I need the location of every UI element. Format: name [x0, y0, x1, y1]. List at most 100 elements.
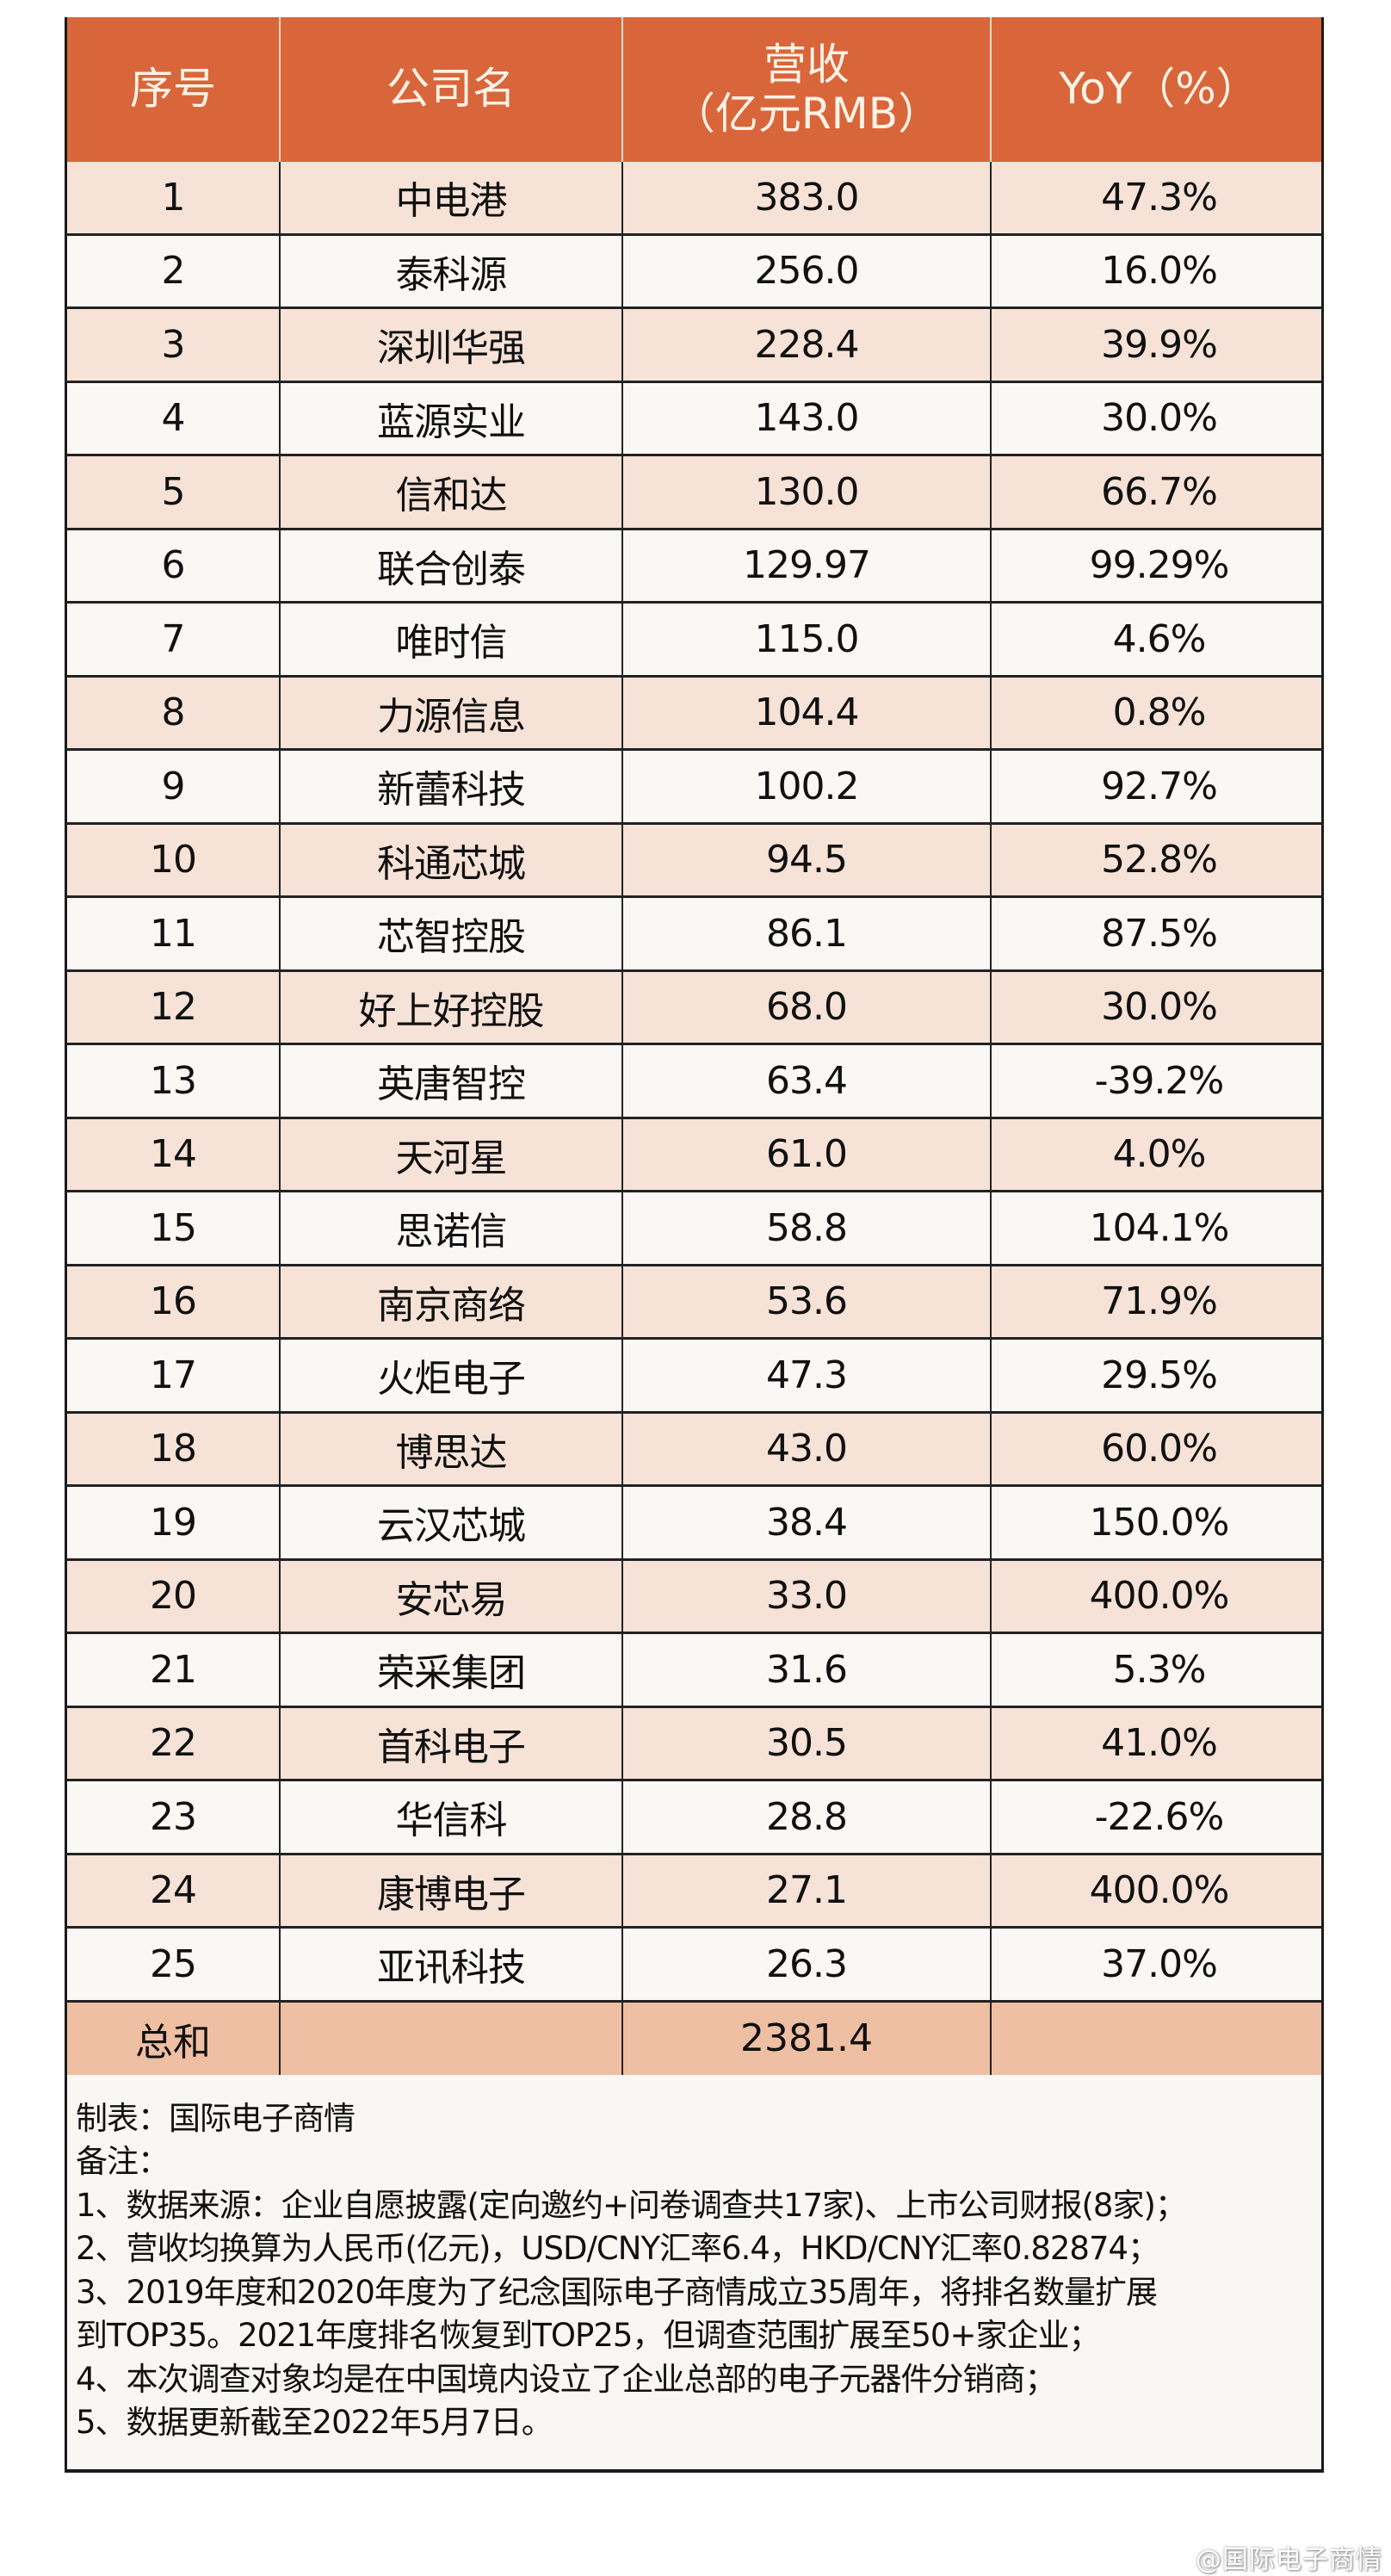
- company-cell: 天河星: [281, 1118, 623, 1190]
- rank-cell: 4: [67, 382, 281, 454]
- revenue-cell: 63.4: [623, 1045, 992, 1117]
- revenue-cell: 256.0: [623, 235, 992, 307]
- yoy-cell: 60.0%: [1101, 1427, 1218, 1471]
- note-item-1: 1、数据来源：企业自愿披露(定向邀约+问卷调查共17家)、上市公司财报(8家)；: [76, 2186, 1187, 2224]
- table-row: 19 云汉芯城 38.4 150.0%: [65, 1487, 1324, 1561]
- header-revenue-title: 营收: [764, 39, 850, 90]
- table-row: 14 天河星 61.0 4.0%: [65, 1118, 1324, 1192]
- revenue-cell: 104.4: [623, 677, 992, 748]
- revenue-cell: 58.8: [623, 1192, 992, 1264]
- table-row: 2 泰科源 256.0 16.0%: [65, 235, 1324, 309]
- yoy-cell: 66.7%: [1101, 469, 1218, 514]
- yoy-cell: 150.0%: [1089, 1500, 1230, 1545]
- note-item-3: 3、2019年度和2020年度为了纪念国际电子商情成立35周年，将排名数量扩展: [76, 2273, 1158, 2311]
- table-row: 4 蓝源实业 143.0 30.0%: [65, 382, 1324, 456]
- company-cell: 博思达: [281, 1413, 623, 1484]
- header-rank: 序号: [67, 17, 281, 162]
- note-item-5: 5、数据更新截至2022年5月7日。: [76, 2404, 553, 2441]
- yoy-cell: 16.0%: [1101, 249, 1218, 294]
- yoy-cell: 52.8%: [1101, 838, 1218, 882]
- rank-cell: 14: [67, 1118, 281, 1190]
- company-cell: 科通芯城: [281, 824, 623, 895]
- company-cell: 泰科源: [281, 235, 623, 307]
- table-row: 13 英唐智控 63.4 -39.2%: [65, 1045, 1324, 1119]
- table-row: 25 亚讯科技 26.3 37.0%: [65, 1929, 1324, 2003]
- yoy-cell: 99.29%: [1089, 543, 1230, 588]
- yoy-cell: 0.8%: [1112, 690, 1207, 735]
- remarks-label: 备注：: [76, 2143, 170, 2180]
- yoy-cell: 104.1%: [1089, 1205, 1230, 1250]
- table-row: 22 首科电子 30.5 41.0%: [65, 1707, 1324, 1781]
- revenue-cell: 86.1: [623, 898, 992, 969]
- company-cell: 唯时信: [281, 604, 623, 675]
- table-row: 9 新蕾科技 100.2 92.7%: [65, 751, 1324, 825]
- revenue-cell: 130.0: [623, 456, 992, 528]
- rank-cell: 24: [67, 1855, 281, 1926]
- company-cell: 信和达: [281, 456, 623, 528]
- rank-cell: 6: [67, 529, 281, 601]
- watermark: @国际电子商情: [1196, 2545, 1382, 2575]
- yoy-cell: -39.2%: [1094, 1058, 1225, 1103]
- yoy-cell: 41.0%: [1101, 1721, 1218, 1766]
- total-company: [281, 2002, 623, 2075]
- rank-cell: 1: [67, 162, 281, 233]
- rank-cell: 10: [67, 824, 281, 895]
- company-cell: 火炬电子: [281, 1340, 623, 1411]
- table-row: 18 博思达 43.0 60.0%: [65, 1413, 1324, 1487]
- rank-cell: 25: [67, 1929, 281, 2000]
- table-row: 15 思诺信 58.8 104.1%: [65, 1192, 1324, 1266]
- company-cell: 亚讯科技: [281, 1929, 623, 2000]
- company-cell: 中电港: [281, 162, 623, 233]
- header-revenue: 营收 （亿元RMB）: [623, 17, 992, 162]
- rank-cell: 17: [67, 1340, 281, 1411]
- revenue-cell: 30.5: [623, 1707, 992, 1779]
- yoy-cell: 47.3%: [1101, 175, 1218, 220]
- company-cell: 芯智控股: [281, 898, 623, 969]
- revenue-cell: 100.2: [623, 751, 992, 822]
- revenue-cell: 33.0: [623, 1560, 992, 1632]
- rank-cell: 8: [67, 677, 281, 748]
- note-item-4: 4、本次调查对象均是在中国境内设立了企业总部的电子元器件分销商；: [76, 2360, 1057, 2398]
- yoy-cell: 92.7%: [1101, 764, 1218, 808]
- yoy-cell: 30.0%: [1101, 985, 1218, 1030]
- yoy-cell: 71.9%: [1101, 1279, 1218, 1324]
- yoy-cell: -22.6%: [1094, 1794, 1225, 1839]
- revenue-cell: 38.4: [623, 1487, 992, 1558]
- table-row: 21 荣采集团 31.6 5.3%: [65, 1634, 1324, 1708]
- revenue-cell: 28.8: [623, 1781, 992, 1853]
- revenue-cell: 143.0: [623, 382, 992, 454]
- yoy-cell: 30.0%: [1101, 396, 1218, 441]
- revenue-cell: 61.0: [623, 1118, 992, 1190]
- rank-cell: 19: [67, 1487, 281, 1558]
- table-row: 11 芯智控股 86.1 87.5%: [65, 898, 1324, 972]
- total-yoy: [992, 2003, 1326, 2075]
- table-row: 20 安芯易 33.0 400.0%: [65, 1560, 1324, 1634]
- company-cell: 力源信息: [281, 677, 623, 748]
- yoy-cell: 87.5%: [1101, 911, 1218, 956]
- company-cell: 深圳华强: [281, 309, 623, 381]
- revenue-cell: 68.0: [623, 971, 992, 1043]
- made-by: 制表：国际电子商情: [76, 2099, 355, 2137]
- table-row: 12 好上好控股 68.0 30.0%: [65, 971, 1324, 1045]
- table-row: 8 力源信息 104.4 0.8%: [65, 677, 1324, 751]
- total-label: 总和: [67, 2002, 281, 2075]
- table-row: 1 中电港 383.0 47.3%: [65, 162, 1324, 236]
- table-row: 3 深圳华强 228.4 39.9%: [65, 309, 1324, 383]
- yoy-cell: 37.0%: [1101, 1941, 1218, 1986]
- rank-cell: 11: [67, 898, 281, 969]
- revenue-cell: 94.5: [623, 824, 992, 895]
- ranking-table: 序号 公司名 营收 （亿元RMB） YoY（%） 1 中电港 383.0 47.3% 2…: [65, 17, 1324, 2473]
- header-revenue-unit: （亿元RMB）: [671, 89, 942, 139]
- table-body: 1 中电港 383.0 47.3% 2 泰科源 256.0 16.0% 3 深圳华强 228.4 39…: [65, 162, 1324, 2003]
- company-cell: 荣采集团: [281, 1634, 623, 1706]
- header-yoy: YoY（%）: [1059, 64, 1259, 115]
- table-row: 7 唯时信 115.0 4.6%: [65, 604, 1324, 678]
- revenue-cell: 43.0: [623, 1413, 992, 1484]
- rank-cell: 18: [67, 1413, 281, 1484]
- rank-cell: 12: [67, 971, 281, 1043]
- revenue-cell: 383.0: [623, 162, 992, 233]
- rank-cell: 2: [67, 235, 281, 307]
- company-cell: 蓝源实业: [281, 382, 623, 454]
- rank-cell: 21: [67, 1634, 281, 1706]
- revenue-cell: 115.0: [623, 604, 992, 675]
